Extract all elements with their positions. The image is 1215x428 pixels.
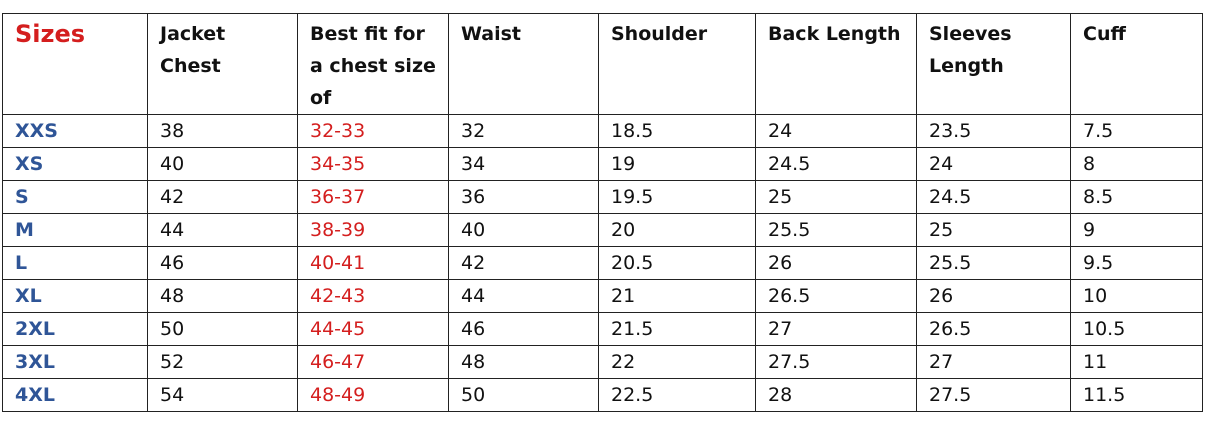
table-row: 3XL 52 46-47 48 22 27.5 27 11 [2,345,1203,379]
cell-shoulder: 20 [598,213,756,247]
header-back-length: Back Length [755,13,917,115]
table-row: 4XL 54 48-49 50 22.5 28 27.5 11.5 [2,378,1203,412]
cell-shoulder: 18.5 [598,114,756,148]
cell-waist: 50 [448,378,599,412]
table-row: L 46 40-41 42 20.5 26 25.5 9.5 [2,246,1203,280]
table-row: XS 40 34-35 34 19 24.5 24 8 [2,147,1203,181]
cell-jacket-chest: 44 [147,213,298,247]
cell-best-fit: 36-37 [297,180,449,214]
cell-sleeves-length: 23.5 [916,114,1071,148]
cell-best-fit: 48-49 [297,378,449,412]
cell-cuff: 11 [1070,345,1203,379]
cell-back-length: 26 [755,246,917,280]
cell-back-length: 25 [755,180,917,214]
header-cuff: Cuff [1070,13,1203,115]
cell-jacket-chest: 46 [147,246,298,280]
header-jacket-chest: Jacket Chest [147,13,298,115]
cell-waist: 42 [448,246,599,280]
cell-size: 4XL [2,378,148,412]
cell-shoulder: 22 [598,345,756,379]
header-best-fit: Best fit for a chest size of [297,13,449,115]
cell-back-length: 27.5 [755,345,917,379]
cell-best-fit: 40-41 [297,246,449,280]
cell-sleeves-length: 24.5 [916,180,1071,214]
cell-waist: 46 [448,312,599,346]
table-row: M 44 38-39 40 20 25.5 25 9 [2,213,1203,247]
cell-sleeves-length: 26.5 [916,312,1071,346]
header-sleeves-length: Sleeves Length [916,13,1071,115]
cell-shoulder: 22.5 [598,378,756,412]
cell-best-fit: 46-47 [297,345,449,379]
cell-waist: 44 [448,279,599,313]
cell-sleeves-length: 25.5 [916,246,1071,280]
cell-back-length: 24.5 [755,147,917,181]
table-row: XL 48 42-43 44 21 26.5 26 10 [2,279,1203,313]
cell-shoulder: 21.5 [598,312,756,346]
cell-cuff: 11.5 [1070,378,1203,412]
cell-sleeves-length: 25 [916,213,1071,247]
cell-cuff: 7.5 [1070,114,1203,148]
cell-size: 2XL [2,312,148,346]
cell-waist: 34 [448,147,599,181]
table-row: 2XL 50 44-45 46 21.5 27 26.5 10.5 [2,312,1203,346]
cell-cuff: 9 [1070,213,1203,247]
cell-shoulder: 21 [598,279,756,313]
cell-shoulder: 19.5 [598,180,756,214]
cell-cuff: 9.5 [1070,246,1203,280]
header-shoulder: Shoulder [598,13,756,115]
header-row: Sizes Jacket Chest Best fit for a chest … [2,13,1203,115]
cell-size: L [2,246,148,280]
header-sizes: Sizes [2,13,148,115]
table-row: S 42 36-37 36 19.5 25 24.5 8.5 [2,180,1203,214]
cell-waist: 32 [448,114,599,148]
cell-cuff: 8 [1070,147,1203,181]
cell-cuff: 8.5 [1070,180,1203,214]
cell-jacket-chest: 38 [147,114,298,148]
header-waist: Waist [448,13,599,115]
cell-cuff: 10.5 [1070,312,1203,346]
cell-best-fit: 42-43 [297,279,449,313]
cell-back-length: 24 [755,114,917,148]
cell-jacket-chest: 50 [147,312,298,346]
cell-jacket-chest: 42 [147,180,298,214]
cell-jacket-chest: 54 [147,378,298,412]
cell-best-fit: 32-33 [297,114,449,148]
cell-sleeves-length: 27.5 [916,378,1071,412]
cell-sleeves-length: 26 [916,279,1071,313]
table-row: XXS 38 32-33 32 18.5 24 23.5 7.5 [2,114,1203,148]
cell-back-length: 27 [755,312,917,346]
cell-back-length: 26.5 [755,279,917,313]
cell-back-length: 25.5 [755,213,917,247]
cell-jacket-chest: 48 [147,279,298,313]
cell-best-fit: 38-39 [297,213,449,247]
cell-size: XXS [2,114,148,148]
cell-waist: 36 [448,180,599,214]
cell-size: 3XL [2,345,148,379]
cell-shoulder: 20.5 [598,246,756,280]
cell-best-fit: 44-45 [297,312,449,346]
cell-size: S [2,180,148,214]
cell-back-length: 28 [755,378,917,412]
cell-waist: 48 [448,345,599,379]
cell-jacket-chest: 52 [147,345,298,379]
cell-sleeves-length: 27 [916,345,1071,379]
cell-sleeves-length: 24 [916,147,1071,181]
cell-size: M [2,213,148,247]
cell-waist: 40 [448,213,599,247]
size-chart-table: Sizes Jacket Chest Best fit for a chest … [2,13,1203,412]
cell-cuff: 10 [1070,279,1203,313]
cell-size: XS [2,147,148,181]
cell-shoulder: 19 [598,147,756,181]
cell-size: XL [2,279,148,313]
cell-jacket-chest: 40 [147,147,298,181]
cell-best-fit: 34-35 [297,147,449,181]
